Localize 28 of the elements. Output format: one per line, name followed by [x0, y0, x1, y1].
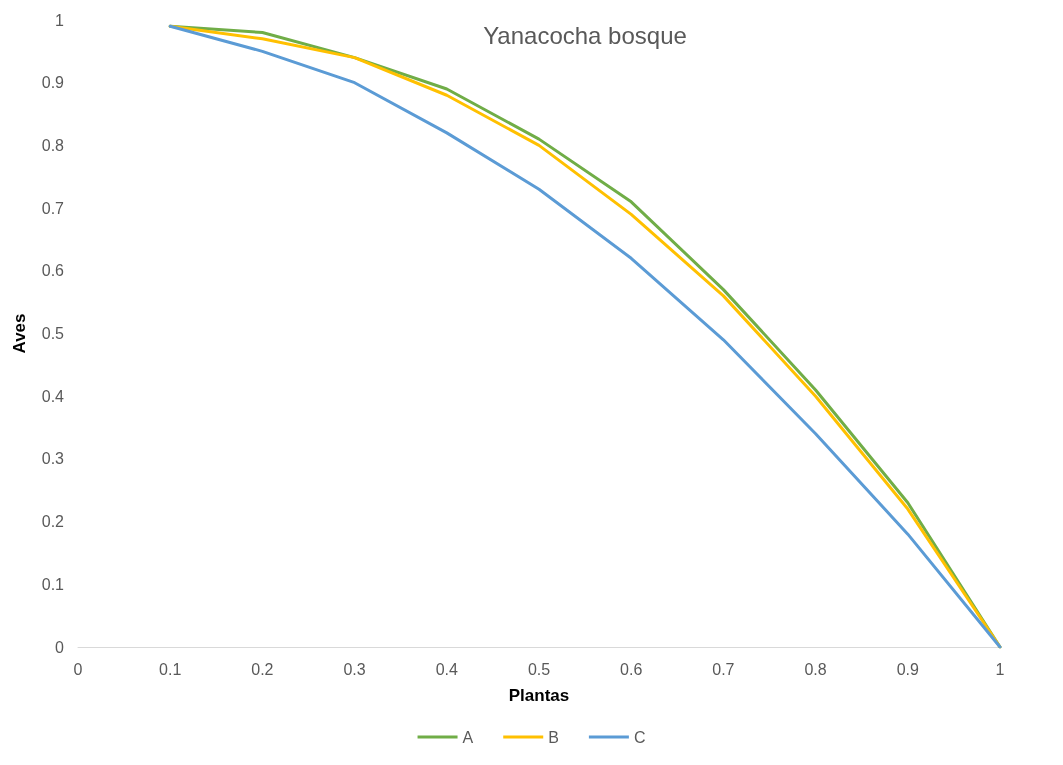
y-tick-label: 0.8	[41, 136, 65, 154]
y-tick-label: 0.7	[41, 199, 65, 217]
chart-title: Yanacocha bosque	[483, 21, 687, 49]
y-tick-label: 0.2	[41, 513, 65, 531]
x-tick-label: 0.4	[435, 660, 459, 678]
x-tick-label: 0.8	[804, 660, 827, 678]
y-tick-label: 0	[55, 638, 65, 656]
y-axis-title: Aves	[10, 313, 29, 354]
x-tick-label: 0.6	[620, 660, 643, 678]
y-tick-label: 0.6	[41, 262, 65, 280]
x-tick-label: 0.2	[251, 660, 274, 678]
x-tick-label: 0.1	[159, 660, 182, 678]
y-tick-label: 0.1	[41, 575, 65, 593]
legend-label: A	[462, 728, 474, 746]
x-tick-label: 0.3	[343, 660, 366, 678]
legend-label: B	[548, 728, 559, 746]
y-tick-label: 0.3	[41, 450, 65, 468]
x-tick-label: 0.5	[527, 660, 551, 678]
y-tick-label: 0.4	[41, 387, 65, 405]
x-tick-label: 0	[73, 660, 83, 678]
x-tick-label: 0.7	[712, 660, 735, 678]
x-axis-title: Plantas	[508, 686, 570, 705]
y-tick-label: 0.9	[41, 74, 65, 92]
x-tick-label: 1	[995, 660, 1005, 678]
legend-label: C	[633, 728, 646, 746]
x-tick-label: 0.9	[896, 660, 920, 678]
y-tick-label: 1	[55, 11, 65, 29]
y-tick-label: 0.5	[41, 325, 65, 342]
